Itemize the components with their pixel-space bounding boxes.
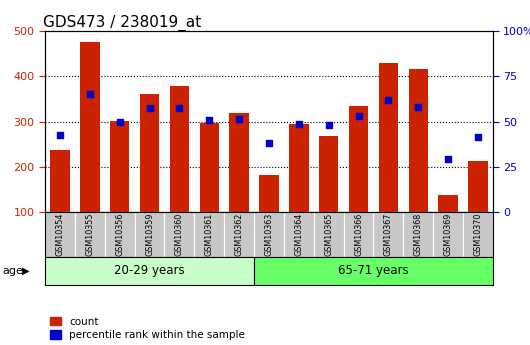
Bar: [224, 212, 254, 257]
Bar: [254, 212, 284, 257]
Bar: [140, 93, 159, 212]
Point: [444, 156, 453, 161]
Bar: [110, 121, 129, 212]
Text: GSM10365: GSM10365: [324, 213, 333, 256]
Point: [205, 118, 214, 123]
Text: GDS473 / 238019_at: GDS473 / 238019_at: [43, 15, 201, 31]
Point: [324, 122, 333, 128]
Point: [295, 121, 303, 127]
Text: GSM10366: GSM10366: [354, 213, 363, 256]
Bar: [164, 212, 195, 257]
Text: GSM10356: GSM10356: [115, 213, 124, 256]
Text: GSM10359: GSM10359: [145, 213, 154, 256]
Text: GSM10367: GSM10367: [384, 213, 393, 256]
Legend: count, percentile rank within the sample: count, percentile rank within the sample: [50, 317, 245, 340]
Bar: [314, 212, 343, 257]
Text: age: age: [3, 266, 23, 276]
Bar: [254, 257, 493, 285]
Bar: [45, 257, 254, 285]
Bar: [463, 212, 493, 257]
Point: [145, 105, 154, 111]
Text: GSM10369: GSM10369: [444, 213, 453, 256]
Bar: [379, 63, 398, 212]
Bar: [284, 212, 314, 257]
Text: GSM10361: GSM10361: [205, 213, 214, 256]
Text: GSM10368: GSM10368: [414, 213, 423, 256]
Text: ▶: ▶: [22, 266, 30, 276]
Bar: [469, 161, 488, 212]
Bar: [200, 122, 219, 212]
Text: GSM10364: GSM10364: [294, 213, 303, 256]
Point: [354, 113, 363, 118]
Bar: [409, 69, 428, 212]
Bar: [319, 136, 338, 212]
Point: [265, 141, 273, 146]
Bar: [229, 114, 249, 212]
Text: GSM10363: GSM10363: [264, 213, 273, 256]
Bar: [343, 212, 374, 257]
Text: GSM10362: GSM10362: [235, 213, 244, 256]
Point: [235, 117, 243, 122]
Bar: [45, 212, 75, 257]
Point: [414, 104, 422, 109]
Bar: [289, 124, 308, 212]
Bar: [403, 212, 433, 257]
Bar: [349, 106, 368, 212]
Text: GSM10370: GSM10370: [473, 213, 482, 256]
Bar: [75, 212, 105, 257]
Point: [56, 132, 64, 138]
Bar: [170, 86, 189, 212]
Text: GSM10360: GSM10360: [175, 213, 184, 256]
Text: GSM10355: GSM10355: [85, 213, 94, 256]
Bar: [50, 150, 69, 212]
Text: GSM10354: GSM10354: [56, 213, 65, 256]
Bar: [80, 42, 100, 212]
Bar: [135, 212, 164, 257]
Point: [116, 119, 124, 125]
Bar: [433, 212, 463, 257]
Text: 20-29 years: 20-29 years: [114, 264, 185, 277]
Bar: [259, 175, 279, 212]
Bar: [195, 212, 224, 257]
Text: 65-71 years: 65-71 years: [338, 264, 409, 277]
Point: [474, 134, 482, 139]
Point: [86, 92, 94, 97]
Bar: [105, 212, 135, 257]
Point: [384, 97, 393, 103]
Bar: [438, 195, 458, 212]
Bar: [374, 212, 403, 257]
Point: [175, 105, 184, 111]
